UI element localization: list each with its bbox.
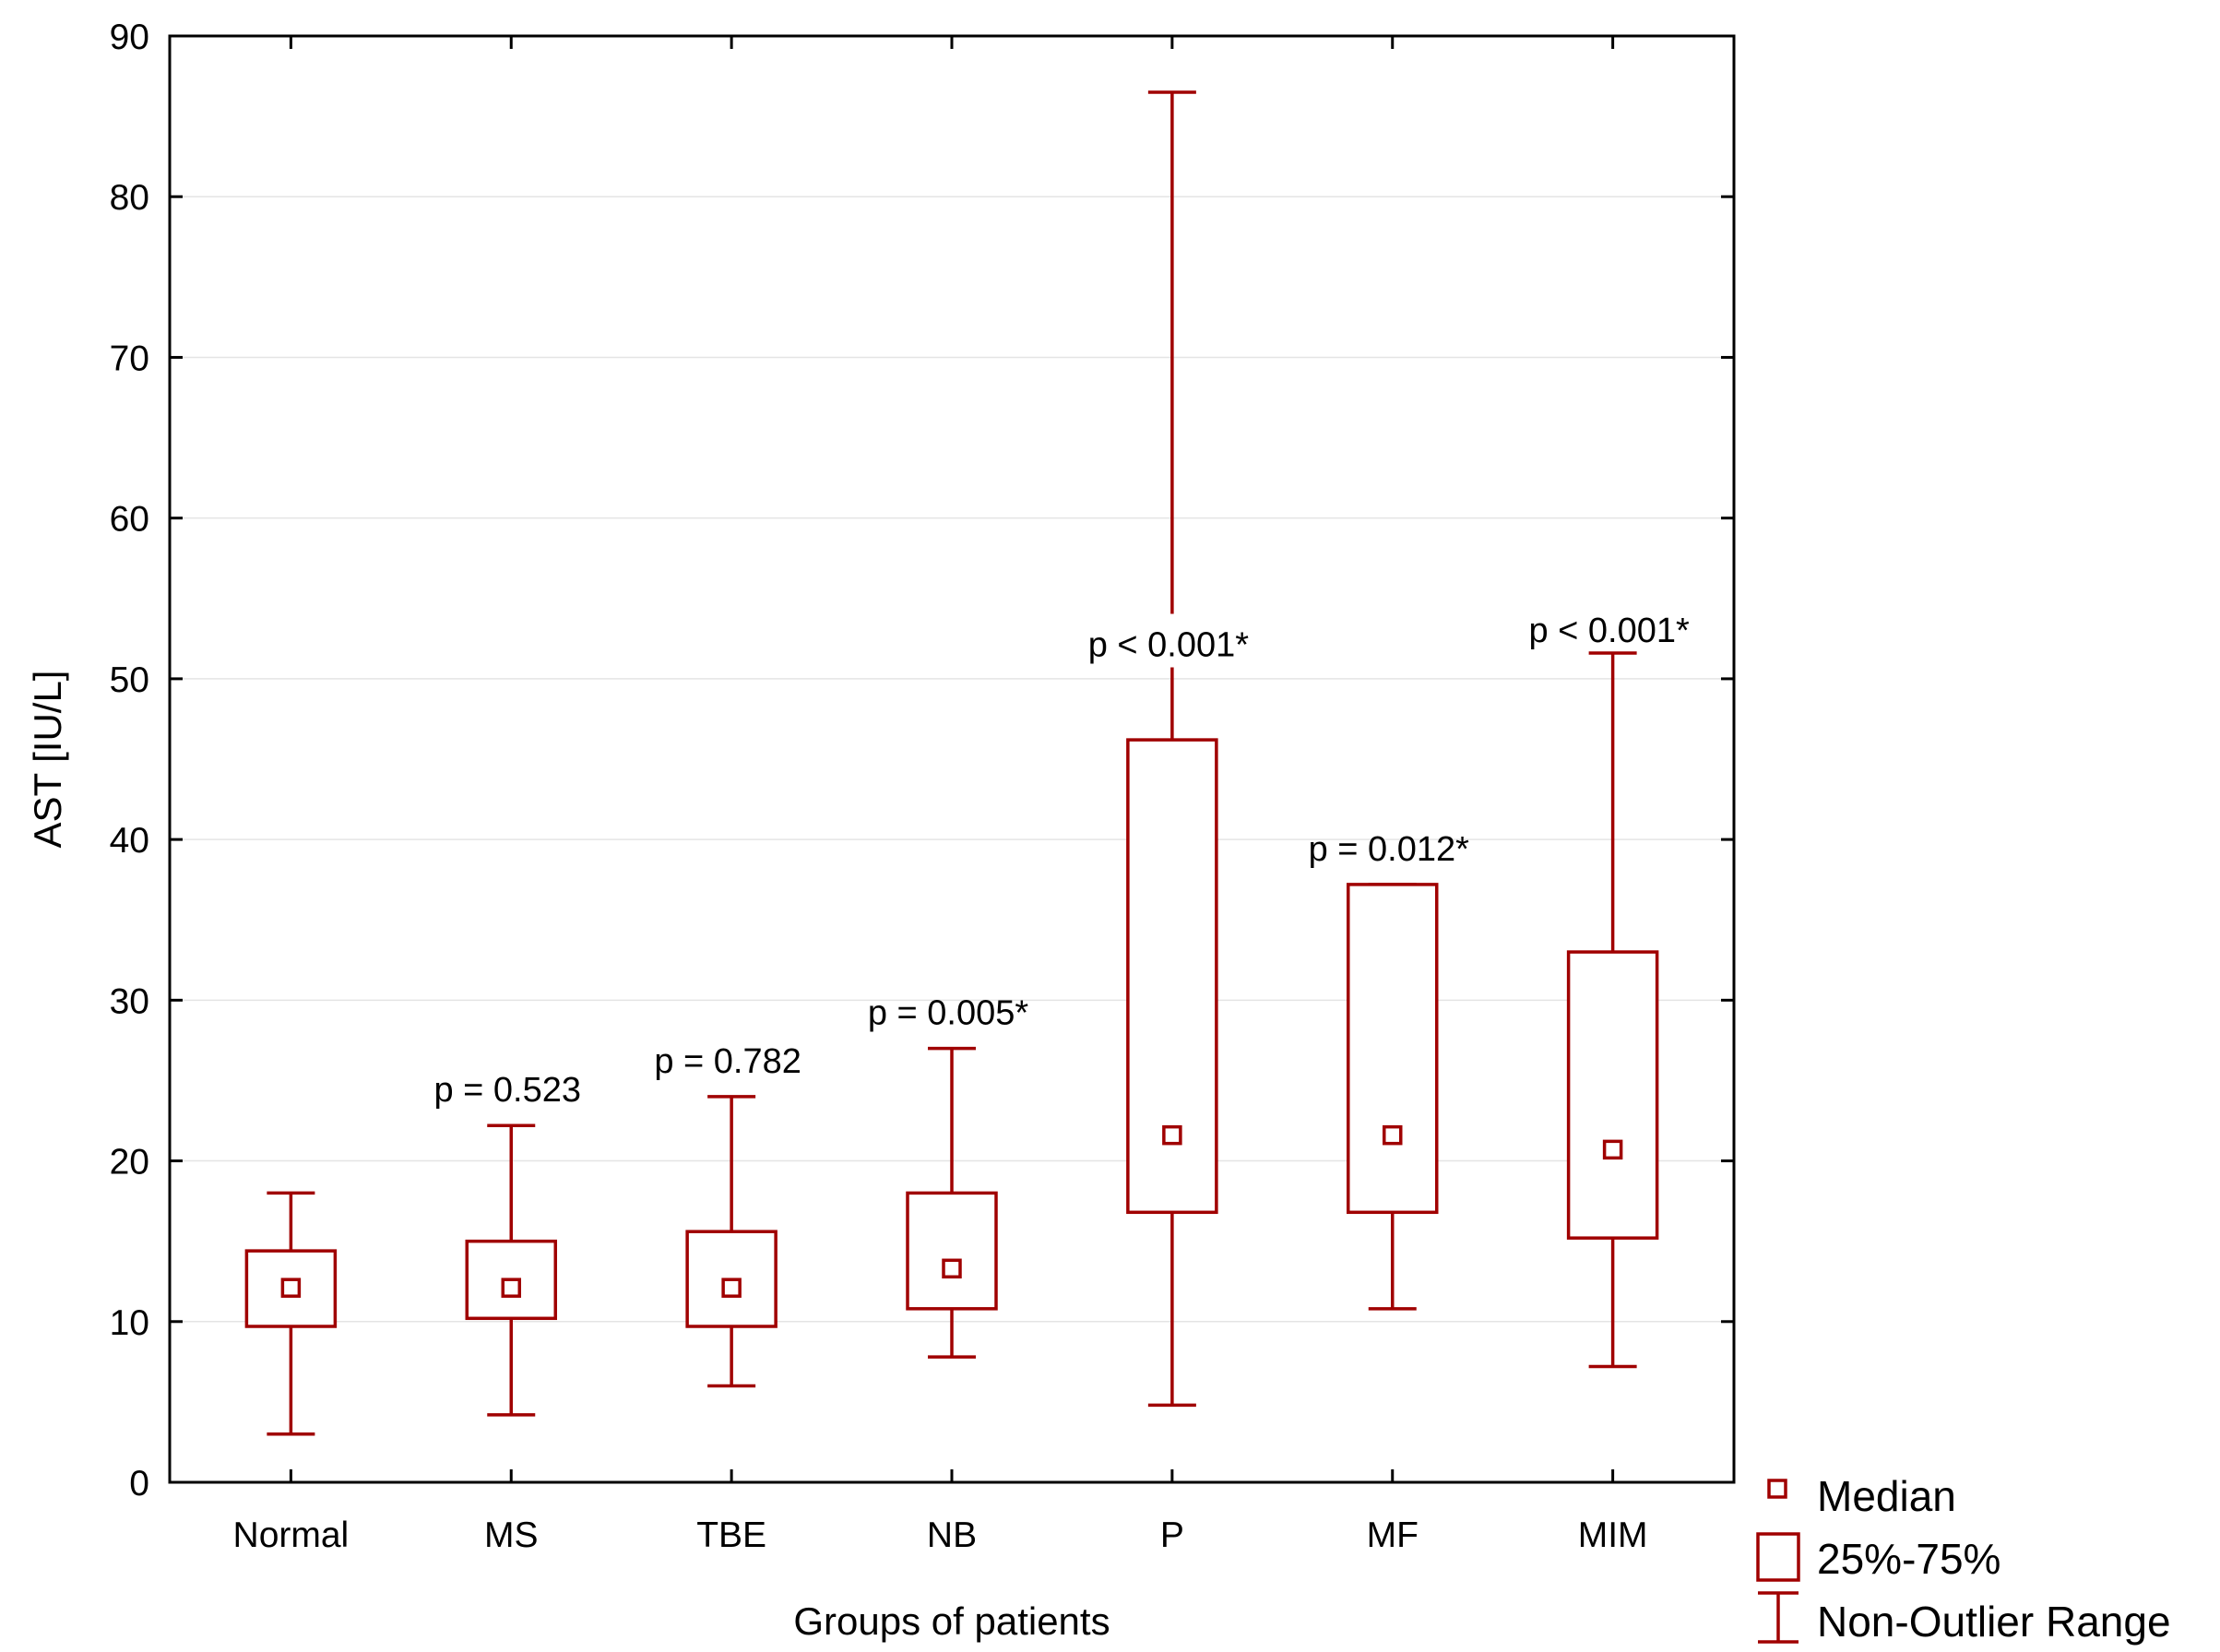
median-marker-mim [1602,1139,1623,1160]
y-tick-label-90: 90 [110,18,149,57]
iqr-box-mim [1566,950,1659,1240]
plot-area-frame [168,34,1736,1484]
iqr-box-nb [906,1191,998,1311]
median-marker-mf [1382,1124,1403,1146]
y-tick-label-0: 0 [129,1464,149,1503]
x-tick-label-p: P [1160,1515,1184,1555]
p-value-mf: p = 0.012* [1309,830,1470,869]
iqr-box-mf [1346,883,1439,1215]
legend: Median 25%-75% Non-Outlier Range [1756,1472,2171,1646]
box-group-mf: MF p = 0.012* [1309,36,1470,1555]
y-tick-label-20: 20 [110,1143,149,1183]
y-tick-label-30: 30 [110,981,149,1021]
legend-box-marker [1756,1532,1800,1582]
legend-range-label: Non-Outlier Range [1817,1598,2171,1646]
x-tick-label-normal: Normal [233,1515,350,1555]
p-value-p: p < 0.001* [1088,625,1250,664]
box-plots: Normal MS p = 0.523 TBE p = 0.782 NB p = 0.005… [233,36,1690,1555]
y-tick-label-70: 70 [110,339,149,378]
box-group-ms: MS p = 0.523 [433,36,581,1555]
legend-median-marker [1767,1479,1787,1499]
median-marker-tbe [721,1278,742,1298]
median-marker-nb [942,1258,962,1279]
p-value-mim: p < 0.001* [1528,612,1690,650]
y-tick-label-40: 40 [110,821,149,861]
x-tick-label-tbe: TBE [696,1515,766,1555]
box-group-nb: NB p = 0.005* [868,36,1029,1555]
median-marker-ms [501,1278,522,1298]
p-value-bg-p [1061,613,1283,668]
box-group-normal: Normal [233,36,350,1555]
y-axis-title: AST [IU/L] [26,671,69,849]
x-tick-label-nb: NB [927,1515,977,1555]
legend-range-marker [1758,1591,1799,1644]
x-axis-title: Groups of patients [793,1599,1110,1643]
x-tick-label-mf: MF [1367,1515,1419,1555]
box-group-tbe: TBE p = 0.782 [654,36,801,1555]
median-marker-normal [280,1278,302,1298]
x-tick-label-mim: MIM [1578,1515,1648,1555]
y-axis-ticks: 0 10 20 30 40 50 60 70 80 90 [110,18,1734,1503]
box-group-p: Pp < 0.001* [1061,36,1283,1555]
y-tick-label-10: 10 [110,1303,149,1343]
y-tick-label-60: 60 [110,500,149,540]
legend-median-label: Median [1817,1472,1956,1520]
x-tick-label-ms: MS [484,1515,539,1555]
p-value-ms: p = 0.523 [433,1071,581,1110]
iqr-box-p [1126,738,1218,1215]
y-tick-label-50: 50 [110,660,149,700]
box-group-mim: MIM p < 0.001* [1528,36,1690,1555]
p-value-nb: p = 0.005* [868,994,1029,1033]
iqr-box-tbe [685,1230,778,1328]
p-value-tbe: p = 0.782 [654,1042,801,1081]
legend-box-label: 25%-75% [1817,1535,2000,1583]
median-marker-p [1162,1124,1182,1146]
grid-lines [170,196,1734,1323]
y-tick-label-80: 80 [110,178,149,218]
